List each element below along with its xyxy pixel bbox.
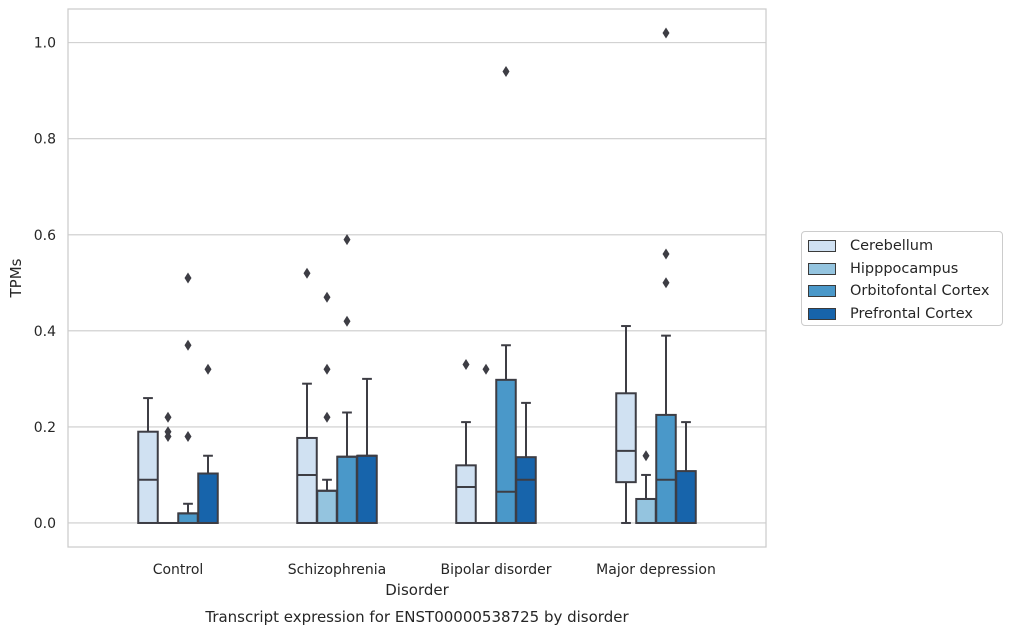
legend-item: Prefrontal Cortex [808,303,996,326]
box-body [356,454,378,524]
outlier-point [204,363,212,375]
y-tick-label: 0.4 [34,324,56,340]
legend-swatch [808,262,836,275]
box-cerebellum [296,267,318,524]
box-prefrontal-cortex [197,363,219,524]
box-hipppocampus [475,363,497,524]
y-tick-label: 1.0 [34,36,56,52]
box-body [336,455,358,524]
outlier-point [323,363,331,375]
legend: Cerebellum Hipppocampus Orbitofontal Corte… [801,231,1003,326]
box-prefrontal-cortex [675,421,697,524]
y-tick-label: 0.2 [34,420,56,436]
chart-title: Transcript expression for ENST0000053872… [204,608,629,626]
outlier-point [502,65,510,77]
outlier-point [303,267,311,279]
y-tick-label: 0.6 [34,228,56,244]
box-body [615,392,637,484]
box-cerebellum [137,397,159,524]
box-prefrontal-cortex [515,401,537,524]
outlier-point [642,450,650,462]
x-tick-label: Bipolar disorder [440,562,551,578]
outlier-point [343,234,351,246]
box-orbitofontal-cortex [336,234,358,524]
x-tick-labels: Control Schizophrenia Bipolar disorder Majo… [153,562,716,578]
outlier-point [343,315,351,327]
y-tick-labels: 0.0 0.2 0.4 0.6 0.8 1.0 [34,36,56,532]
box-cerebellum [455,358,477,524]
x-tick-label: Control [153,562,204,578]
legend-label: Prefrontal Cortex [850,305,973,322]
outlier-point [482,363,490,375]
legend-label: Cerebellum [850,238,934,255]
box-body [675,470,697,524]
outlier-point [462,358,470,370]
legend-swatch [808,240,836,253]
box-prefrontal-cortex [356,377,378,524]
plot-area [68,9,766,547]
box-body [635,497,657,524]
y-tick-label: 0.8 [34,132,56,148]
legend-item: Cerebellum [808,235,996,258]
box-body [316,489,338,524]
box-hipppocampus [316,291,338,524]
box-body [177,512,199,524]
outlier-point [323,291,331,303]
legend-swatch [808,307,836,320]
box-body [655,413,677,524]
outlier-point [184,431,192,443]
x-axis-title: Disorder [385,581,449,599]
outlier-point [662,27,670,39]
outlier-point [164,411,172,423]
box-body [515,456,537,524]
outlier-point [323,411,331,423]
box-cerebellum [615,325,637,524]
legend-label: Orbitofontal Cortex [850,283,990,300]
y-tick-label: 0.0 [34,516,56,532]
box-orbitofontal-cortex [655,27,677,524]
x-tick-label: Schizophrenia [288,562,386,578]
box-body [197,472,219,524]
legend-item: Hipppocampus [808,258,996,281]
outlier-point [662,248,670,260]
box-body [296,436,318,524]
box-orbitofontal-cortex [495,65,517,524]
box-orbitofontal-cortex [177,272,199,524]
x-tick-label: Major depression [596,562,716,578]
y-axis-title: TPMs [7,258,25,298]
box-body [137,430,159,524]
box-body [455,464,477,524]
legend-swatch [808,285,836,298]
box-groups [137,27,697,524]
plot-frame [67,8,767,548]
legend-item: Orbitofontal Cortex [808,280,996,303]
legend-label: Hipppocampus [850,260,959,277]
outlier-point [662,277,670,289]
outlier-point [164,426,172,438]
outlier-point [184,339,192,351]
box-body [495,378,517,524]
outlier-point [184,272,192,284]
